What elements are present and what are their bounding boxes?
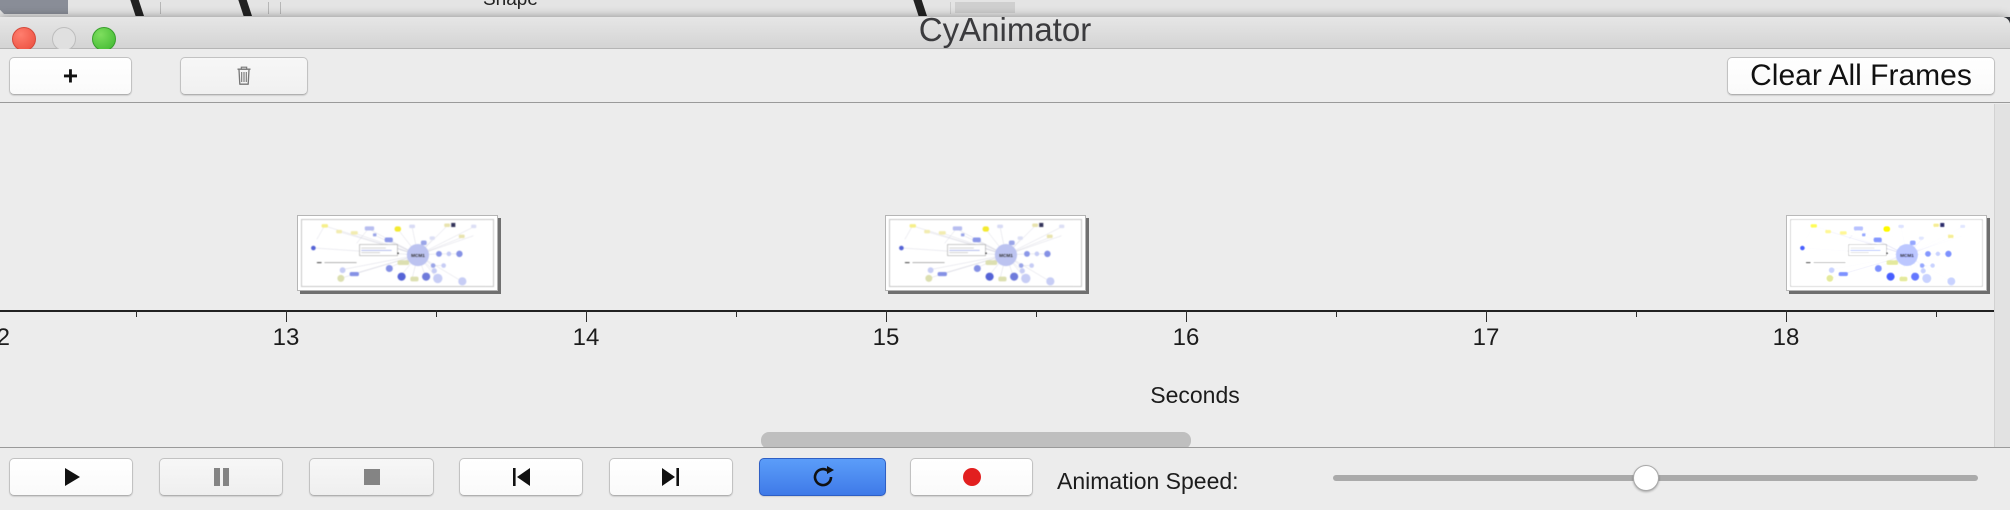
- svg-text:MCM1: MCM1: [999, 253, 1013, 258]
- svg-text:MCM1: MCM1: [1900, 253, 1914, 258]
- svg-text:MCM1: MCM1: [411, 253, 425, 258]
